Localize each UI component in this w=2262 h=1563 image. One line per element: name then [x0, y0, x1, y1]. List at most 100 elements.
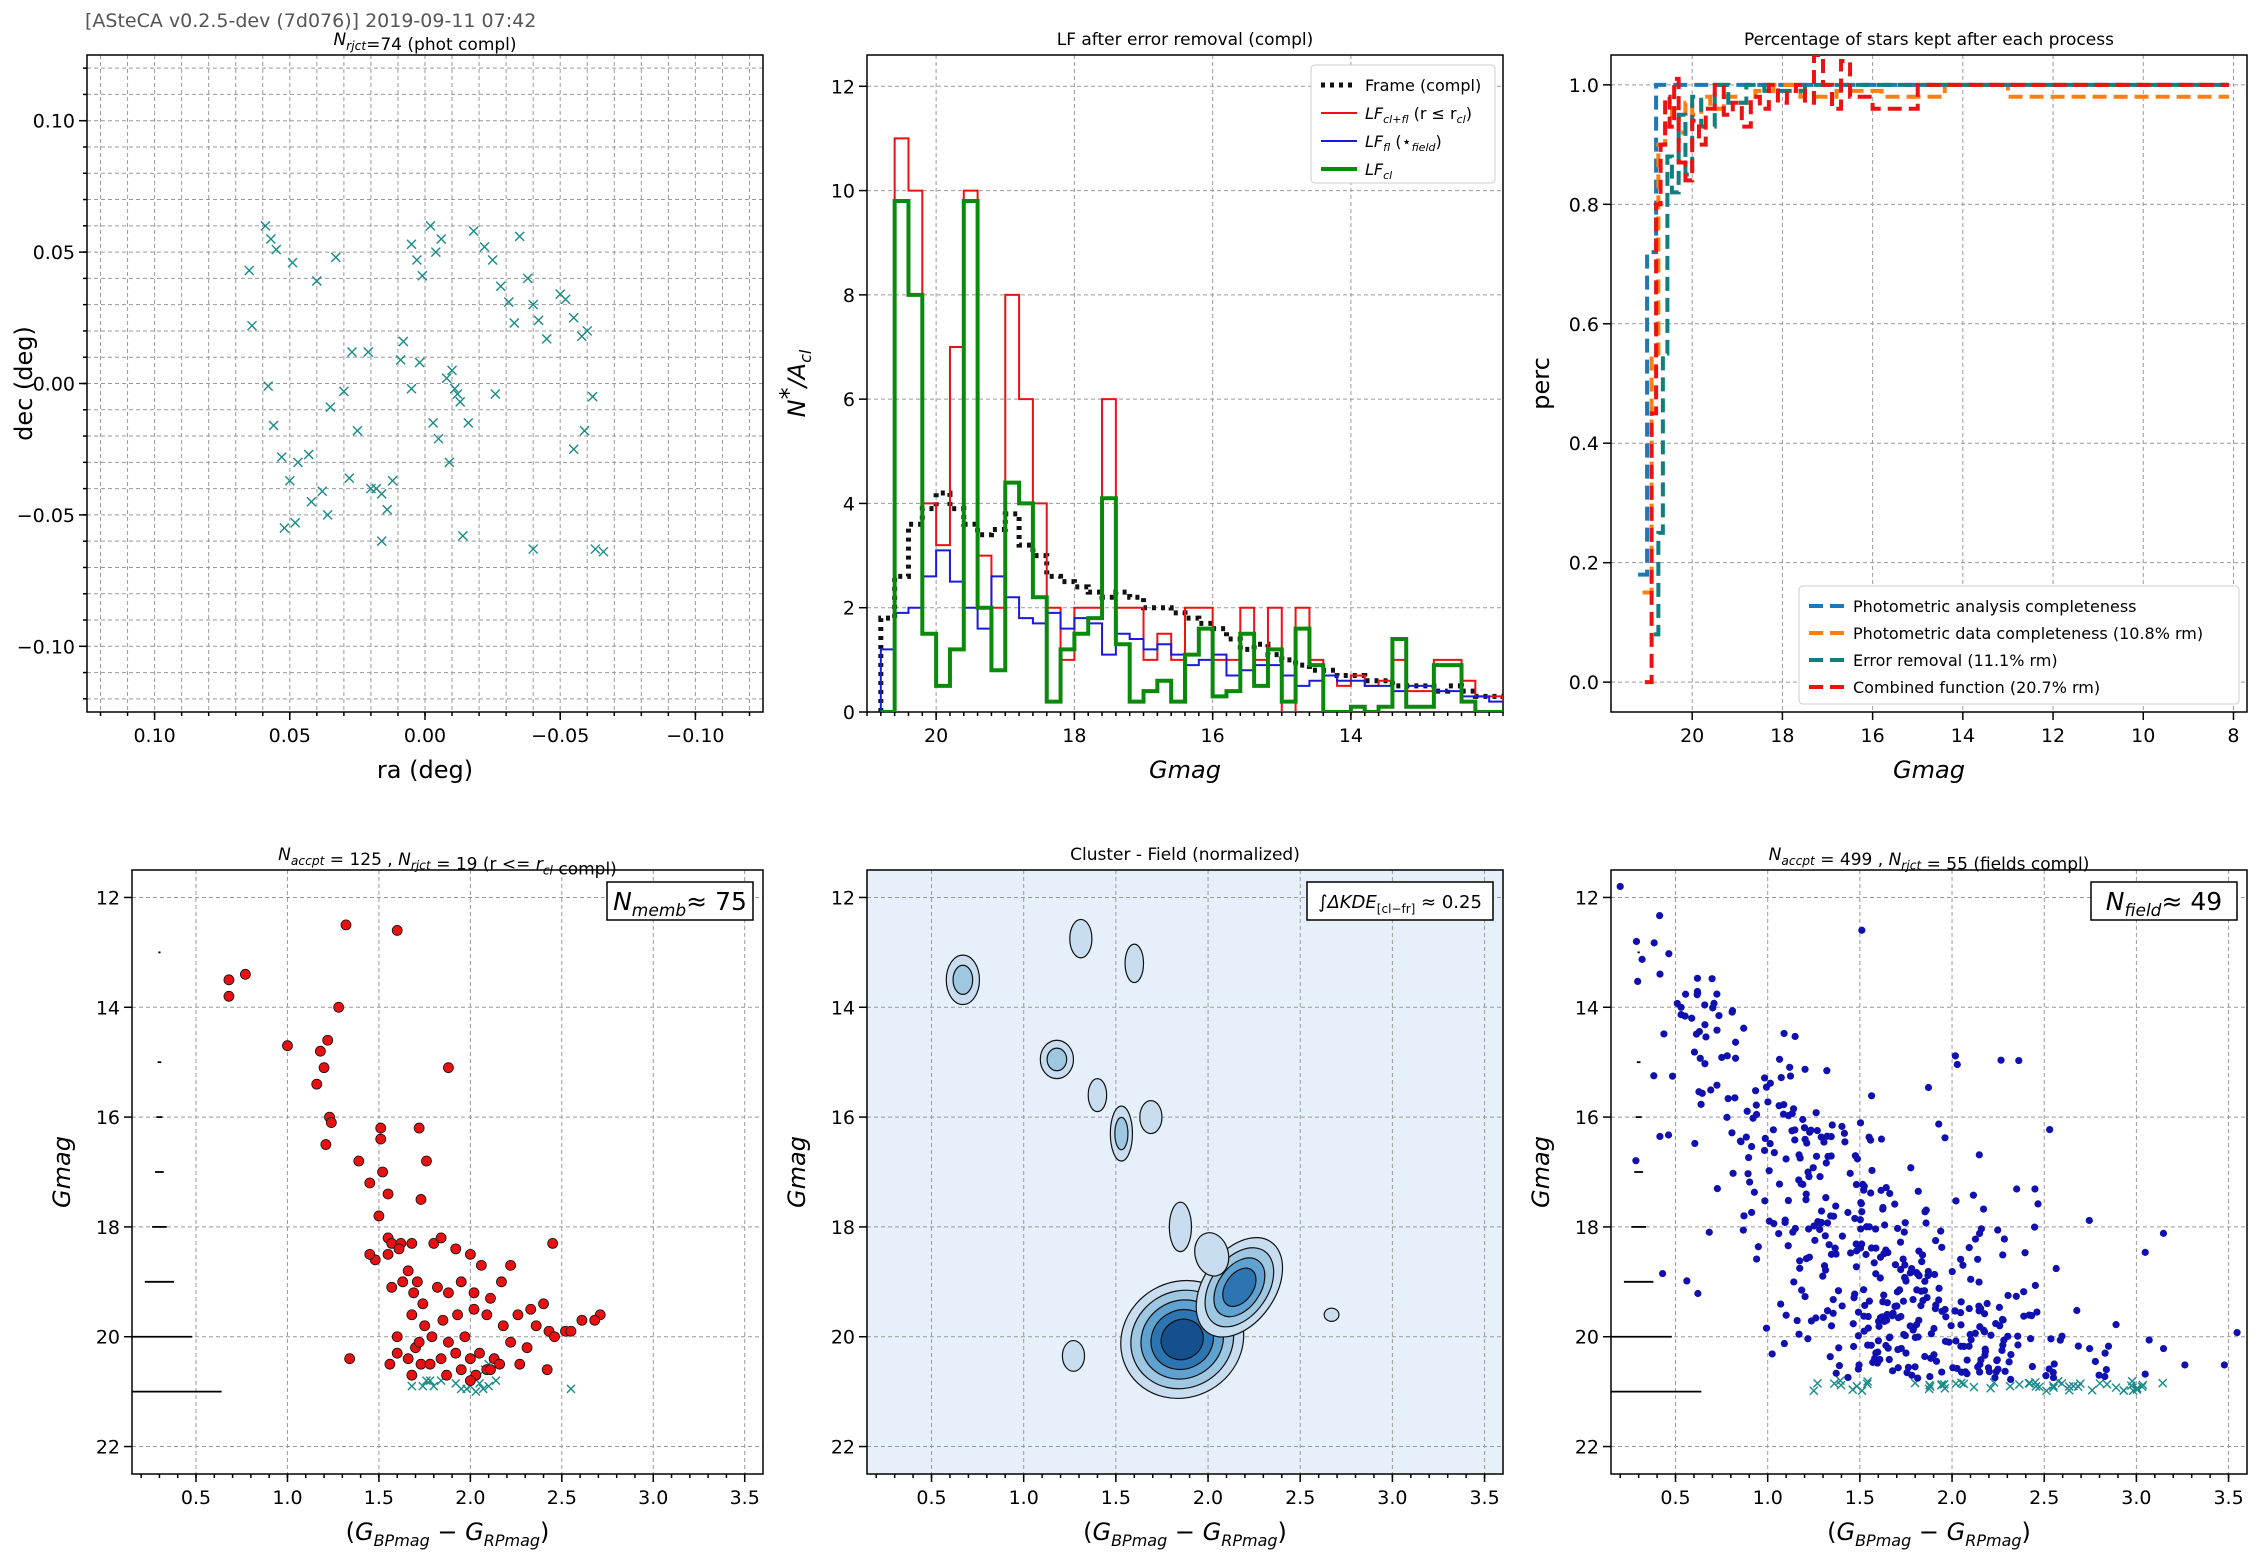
x-tick-label: 0.5	[916, 1487, 946, 1509]
field-point	[1832, 1369, 1840, 1377]
x-marker	[246, 320, 257, 331]
field-point	[2141, 1370, 2149, 1378]
member-point	[505, 1336, 517, 1348]
y-tick-label: 16	[831, 1107, 855, 1129]
y-axis-label: Gmag	[48, 1136, 76, 1208]
x-marker	[441, 373, 452, 384]
field-point	[1891, 1261, 1900, 1269]
x-tick-label: 20	[924, 725, 948, 747]
field-point	[2181, 1361, 2189, 1369]
x-marker	[244, 265, 255, 276]
field-point	[1813, 1126, 1821, 1135]
field-point	[1731, 1038, 1740, 1046]
field-point	[1805, 1253, 1813, 1261]
member-point	[589, 1314, 601, 1326]
field-point	[1956, 1309, 1965, 1317]
x-marker	[276, 452, 287, 463]
x-marker	[330, 252, 341, 263]
field-point	[1932, 1357, 1941, 1365]
member-point	[382, 1248, 394, 1260]
field-point	[1922, 1219, 1930, 1227]
member-point	[386, 1281, 398, 1293]
x-tick-label: 0.10	[133, 725, 175, 747]
member-point	[402, 1353, 414, 1365]
x-marker	[560, 294, 571, 305]
field-point	[1826, 1353, 1834, 1361]
y-tick-label: 12	[831, 887, 855, 909]
x-marker	[411, 254, 422, 265]
x-marker	[290, 517, 301, 528]
field-point	[1817, 1207, 1826, 1215]
x-marker	[344, 473, 355, 484]
field-point	[1921, 1277, 1929, 1285]
member-point	[223, 974, 235, 986]
x-marker	[587, 391, 598, 402]
field-point	[1762, 1324, 1771, 1332]
x-marker	[268, 420, 279, 431]
x-marker	[2068, 1381, 2078, 1391]
field-point	[1901, 1273, 1909, 1282]
field-point	[1926, 1372, 1934, 1381]
field-point	[1987, 1331, 1995, 1339]
field-point	[1959, 1261, 1967, 1269]
field-point	[1976, 1368, 1984, 1376]
x-marker	[479, 241, 490, 252]
field-point	[2086, 1345, 2094, 1353]
x-tick-label: 2.0	[1937, 1487, 1967, 1509]
y-tick-label: 0	[843, 702, 855, 724]
x-marker	[590, 544, 601, 555]
member-point	[426, 1331, 438, 1343]
x-marker	[1959, 1379, 1969, 1389]
field-point	[2014, 1341, 2022, 1349]
x-marker	[2119, 1386, 2129, 1396]
chart-p5: 0.5 1.0 1.5 2.0 2.5 3.0 3.5 12 14 16 18 20 22 Cluster…	[783, 845, 1504, 1550]
x-marker	[598, 546, 609, 557]
member-point	[505, 1259, 517, 1271]
member-point	[391, 1347, 403, 1359]
field-point	[1947, 1322, 1955, 1330]
field-point	[1849, 1320, 1857, 1328]
field-point	[1742, 1133, 1750, 1141]
x-marker	[346, 346, 357, 357]
field-point	[2091, 1357, 2099, 1366]
x-marker	[2042, 1386, 2051, 1396]
member-point	[377, 1166, 388, 1178]
member-point	[413, 1336, 425, 1348]
field-point	[1854, 1332, 1862, 1340]
field-point	[1816, 1225, 1824, 1234]
field-point	[2104, 1342, 2113, 1350]
member-point	[464, 1248, 476, 1260]
y-tick-label: 0.0	[1569, 672, 1599, 694]
field-point	[1765, 1167, 1773, 1175]
y-tick-label: 0.05	[33, 242, 75, 264]
field-point	[1918, 1258, 1926, 1266]
field-point	[1886, 1189, 1894, 1198]
page-header: [ASteCA v0.2.5-dev (7d076)] 2019-09-11 0…	[85, 10, 537, 32]
member-point	[443, 1336, 454, 1348]
y-tick-label: 12	[1575, 887, 1599, 909]
field-point	[1856, 1119, 1865, 1127]
field-point	[1930, 1270, 1939, 1279]
field-point	[1932, 1236, 1940, 1245]
x-marker	[428, 417, 439, 428]
member-point	[364, 1177, 376, 1189]
member-point	[435, 1353, 447, 1365]
field-point	[1907, 1164, 1915, 1172]
plot-area	[1638, 55, 2229, 685]
field-point	[1801, 1292, 1809, 1301]
field-point	[1874, 1337, 1882, 1345]
x-marker	[338, 386, 349, 397]
legend-label: LFcl+fl (r ≤ rcl)	[1365, 104, 1472, 126]
field-point	[2030, 1223, 2039, 1231]
field-point	[1967, 1336, 1975, 1344]
member-point	[417, 1298, 429, 1310]
x-marker	[418, 1381, 428, 1391]
field-point	[1838, 1302, 1846, 1310]
kde-contour	[1087, 1078, 1108, 1113]
field-point	[1804, 1335, 1812, 1343]
x-marker	[2048, 1381, 2058, 1391]
x-marker	[2057, 1378, 2067, 1388]
x-marker	[568, 312, 579, 323]
field-point	[1827, 1132, 1835, 1141]
field-point	[1913, 1321, 1921, 1329]
